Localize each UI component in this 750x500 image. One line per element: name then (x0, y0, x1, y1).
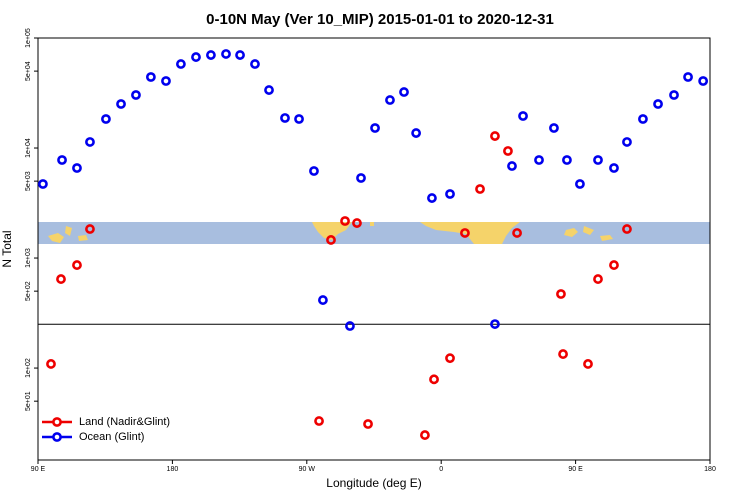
data-point (191, 52, 201, 62)
data-point (38, 179, 48, 189)
data-point (558, 349, 568, 359)
map-strip (38, 222, 710, 244)
data-point (161, 76, 171, 86)
data-point (206, 50, 216, 60)
data-point (512, 228, 522, 238)
data-point (345, 321, 355, 331)
legend-swatch-marker (52, 432, 62, 442)
data-point (250, 59, 260, 69)
data-point (460, 228, 470, 238)
data-point (356, 173, 366, 183)
data-point (429, 374, 439, 385)
data-point (507, 161, 517, 171)
x-tick-label: 90 E (31, 466, 46, 473)
chart-title: 0-10N May (Ver 10_MIP) 2015-01-01 to 202… (206, 11, 554, 28)
data-point (85, 224, 95, 234)
data-point (562, 155, 572, 165)
y-tick-label: 5e+04 (25, 61, 32, 81)
data-point (549, 123, 559, 133)
data-point (176, 59, 186, 69)
data-point (609, 260, 619, 270)
data-point (352, 218, 362, 228)
data-point (363, 419, 373, 429)
data-point (72, 260, 82, 270)
data-point (503, 146, 513, 156)
y-tick-label: 1e+02 (25, 358, 32, 378)
data-point (475, 184, 485, 194)
data-point (318, 295, 328, 305)
data-point (131, 90, 141, 100)
legend-label: Land (Nadir&Glint) (79, 416, 170, 428)
data-point (669, 90, 679, 100)
data-point (427, 193, 437, 203)
data-point (490, 131, 500, 141)
y-axis-label: N Total (0, 230, 14, 267)
data-point (683, 72, 693, 82)
data-point (309, 166, 319, 176)
y-tick-label: 1e+05 (25, 28, 32, 48)
data-point (593, 274, 603, 284)
data-point (116, 99, 126, 109)
data-point (622, 224, 632, 234)
data-point (72, 163, 82, 173)
data-point (622, 137, 632, 147)
data-point (145, 72, 156, 82)
data-point (326, 235, 336, 245)
x-tick-label: 90 E (568, 466, 583, 473)
data-point (593, 155, 603, 165)
y-tick-label: 1e+04 (25, 138, 32, 158)
data-point (235, 50, 245, 60)
x-tick-label: 180 (704, 466, 716, 473)
x-tick-label: 90 W (299, 466, 316, 473)
data-point (583, 359, 593, 369)
data-point (56, 274, 66, 284)
data-point (411, 128, 422, 138)
plot-frame (37, 37, 711, 461)
y-tick-label: 5e+03 (25, 171, 32, 191)
data-point (445, 353, 455, 364)
data-point (370, 123, 380, 133)
data-point (420, 430, 430, 440)
data-point (609, 163, 619, 173)
data-point (534, 155, 544, 165)
data-point (221, 49, 231, 59)
data-point (653, 99, 663, 109)
data-point (340, 216, 350, 226)
data-point (85, 137, 95, 147)
data-point (46, 359, 56, 369)
data-point (264, 85, 274, 95)
data-point (280, 113, 290, 123)
data-point (445, 189, 455, 199)
data-point (101, 114, 111, 124)
y-tick-label: 1e+03 (25, 248, 32, 268)
data-point (294, 114, 304, 124)
data-point (556, 289, 566, 299)
data-point (518, 111, 528, 121)
data-point (399, 87, 409, 97)
x-tick-label: 180 (167, 466, 179, 473)
legend-swatch-marker (52, 417, 62, 427)
data-point (490, 319, 500, 329)
x-axis-label: Longitude (deg E) (326, 476, 421, 490)
y-tick-label: 5e+02 (25, 281, 32, 301)
data-point (314, 416, 324, 426)
data-point (698, 76, 709, 86)
legend-label: Ocean (Glint) (79, 431, 144, 443)
x-tick-label: 0 (439, 466, 443, 473)
data-point (638, 114, 648, 124)
y-tick-label: 5e+01 (25, 391, 32, 411)
data-point (385, 95, 395, 105)
data-point (575, 179, 585, 189)
data-point (57, 155, 67, 165)
